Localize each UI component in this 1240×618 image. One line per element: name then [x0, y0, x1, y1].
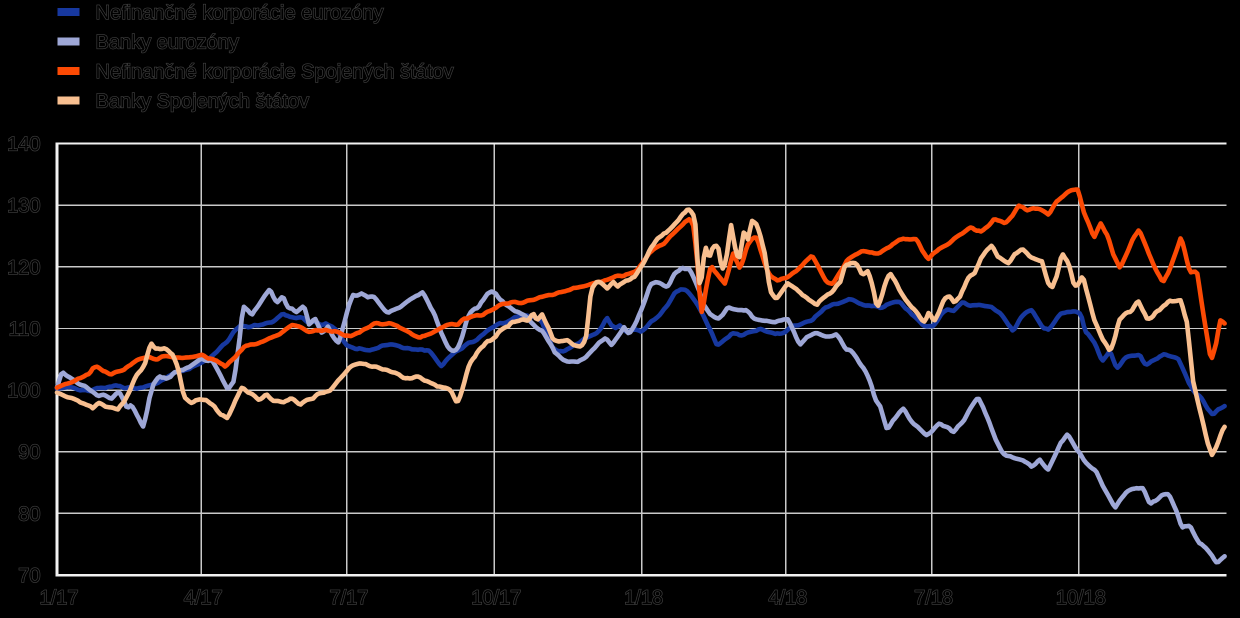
x-tick-label-5: 4/18 [768, 587, 807, 609]
series-line-1 [54, 265, 1227, 565]
legend-label-3: Banky Spojených štátov [96, 91, 309, 113]
x-tick-label-2: 7/17 [329, 587, 368, 609]
series-line-2 [54, 187, 1227, 390]
y-tick-label-130: 130 [7, 195, 40, 217]
y-tick-label-70: 70 [18, 565, 40, 587]
legend-swatch-0 [57, 8, 80, 16]
series-line-3 [54, 207, 1227, 458]
x-tick-label-0: 1/17 [40, 587, 79, 609]
x-tick-label-4: 1/18 [624, 587, 663, 609]
legend-swatch-2 [57, 67, 80, 75]
x-tick-label-7: 10/18 [1056, 587, 1106, 609]
series-line-0 [54, 287, 1227, 417]
y-tick-label-90: 90 [18, 442, 40, 464]
legend-label-0: Nefinančné korporácie eurozóny [96, 2, 384, 24]
x-tick-label-3: 10/17 [471, 587, 521, 609]
legend-label-1: Banky eurozóny [96, 32, 239, 54]
y-tick-label-110: 110 [9, 318, 41, 340]
legend-swatch-3 [57, 96, 80, 105]
y-tick-label-140: 140 [7, 134, 40, 156]
y-tick-label-80: 80 [18, 503, 40, 525]
legend-label-2: Nefinančné korporácie Spojených štátov [96, 61, 454, 83]
x-tick-label-1: 4/17 [184, 587, 223, 609]
y-tick-label-120: 120 [7, 257, 40, 279]
legend-swatch-1 [57, 37, 80, 46]
y-tick-label-100: 100 [7, 380, 40, 402]
x-tick-label-6: 7/18 [914, 587, 953, 609]
